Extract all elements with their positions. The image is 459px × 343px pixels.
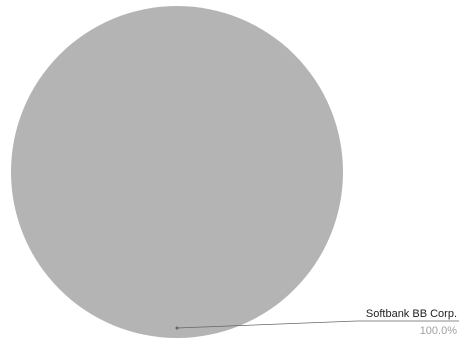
slice-label: Softbank BB Corp. — [366, 308, 457, 320]
slice-percent-label: 100.0% — [420, 325, 458, 337]
pie-slices — [11, 6, 343, 338]
leader-line — [176, 320, 459, 329]
pie-slice — [11, 6, 343, 338]
pie-labels: Softbank BB Corp. 100.0% — [175, 308, 459, 337]
